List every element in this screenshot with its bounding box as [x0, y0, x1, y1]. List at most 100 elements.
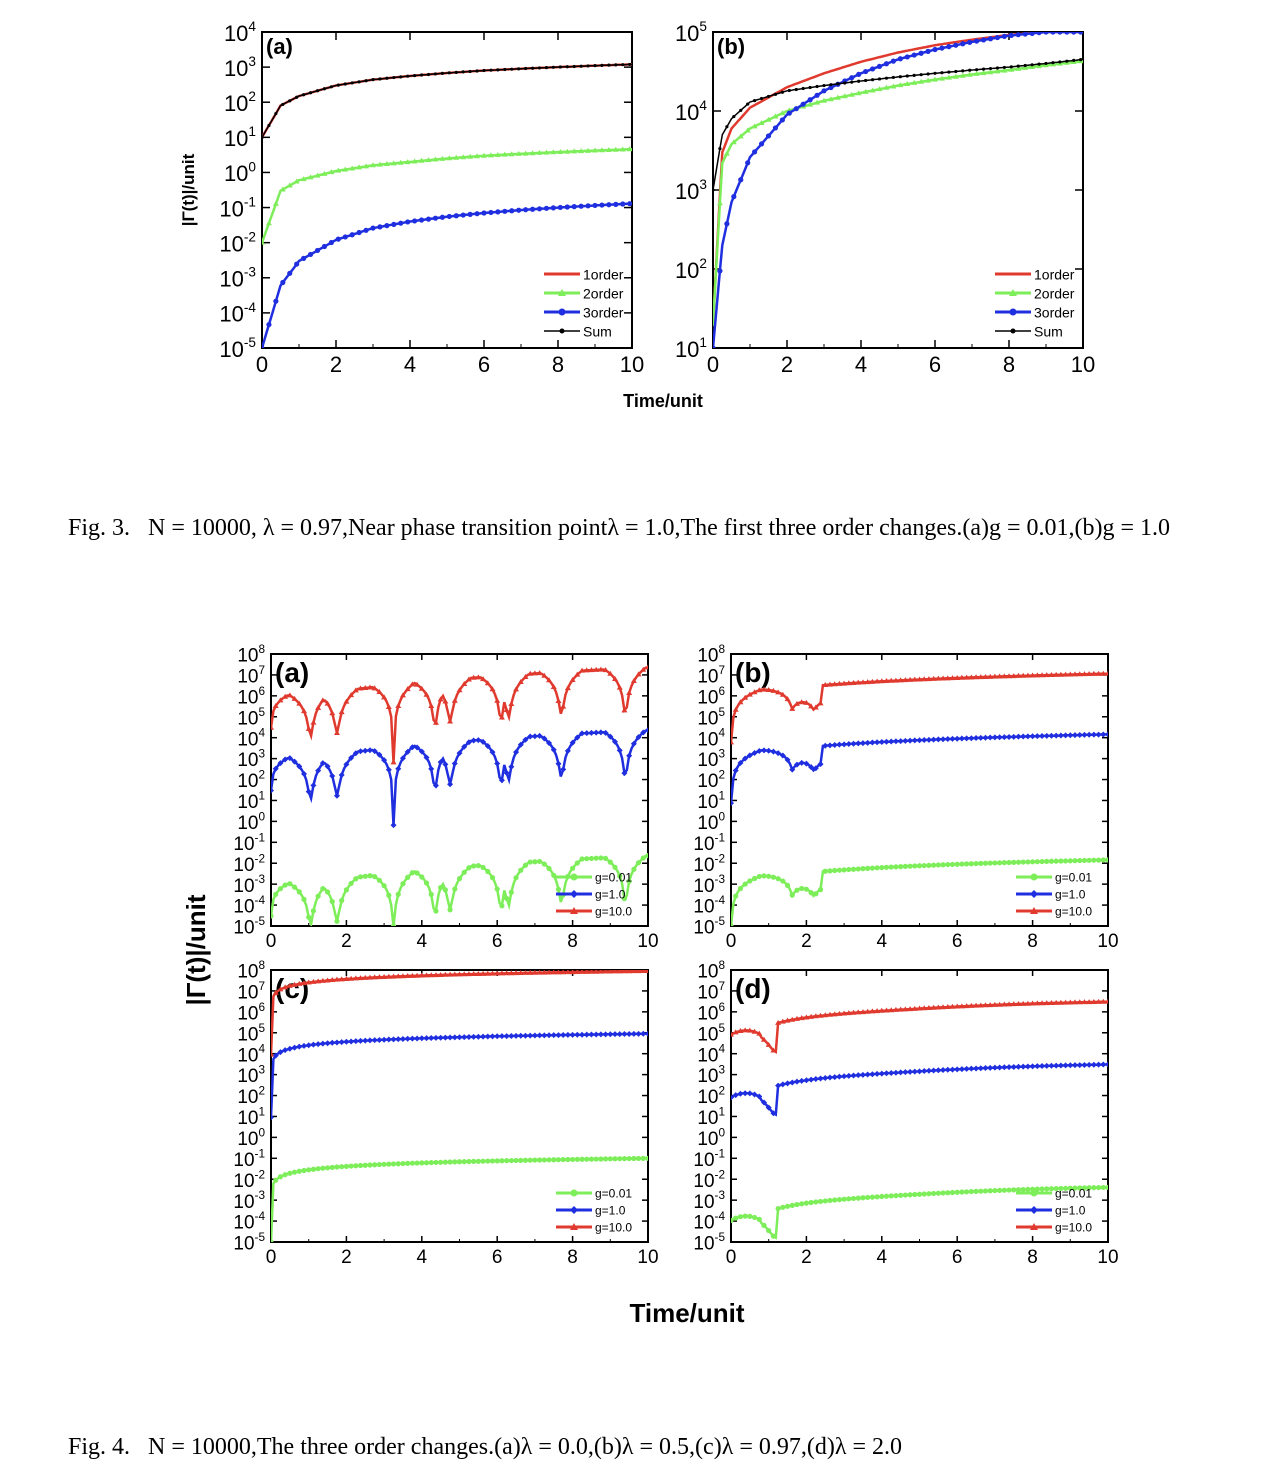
data-point	[612, 864, 618, 870]
data-point	[428, 765, 435, 772]
data-point	[508, 700, 515, 706]
data-point	[1081, 1061, 1088, 1068]
data-point	[883, 738, 890, 745]
y-tick-label: 10-3	[233, 873, 265, 897]
data-point	[583, 667, 590, 673]
y-tick-label: 102	[237, 1085, 265, 1109]
data-point	[366, 684, 373, 690]
data-point	[898, 75, 902, 79]
legend-label: 1order	[583, 266, 624, 282]
data-point	[597, 1031, 604, 1038]
data-point	[756, 687, 763, 693]
data-point	[978, 1188, 984, 1194]
data-point	[453, 213, 459, 219]
data-point	[987, 1188, 993, 1194]
data-point	[963, 1065, 970, 1072]
data-point	[574, 860, 580, 866]
data-point	[272, 765, 279, 772]
data-point	[291, 981, 298, 987]
data-point	[456, 750, 463, 757]
data-point	[904, 54, 910, 60]
y-tick-label: 102	[237, 769, 265, 793]
data-point	[485, 1158, 491, 1164]
data-point	[1001, 1187, 1007, 1193]
data-point	[987, 69, 994, 75]
data-point	[426, 72, 431, 77]
data-point	[466, 865, 472, 871]
data-point	[300, 1042, 307, 1049]
x-tick-label: 8	[552, 352, 564, 377]
data-point	[925, 48, 931, 54]
data-point	[1057, 732, 1064, 739]
data-point	[353, 1163, 359, 1169]
data-point	[1100, 1184, 1106, 1191]
data-point	[480, 864, 486, 871]
data-point	[266, 321, 272, 328]
data-point	[480, 1033, 487, 1040]
data-point	[874, 739, 881, 746]
data-point	[911, 676, 918, 682]
data-point	[335, 236, 341, 242]
panel-label: (d)	[735, 973, 771, 1004]
data-point	[798, 759, 805, 766]
data-point	[579, 970, 586, 974]
data-point	[770, 748, 777, 755]
data-point	[766, 94, 771, 99]
data-point	[898, 864, 904, 870]
data-point	[612, 146, 619, 152]
data-point	[579, 667, 586, 673]
y-tick-label: 10-2	[693, 1168, 725, 1192]
data-point	[366, 974, 373, 980]
data-point	[780, 1204, 786, 1210]
data-point	[884, 76, 889, 80]
data-point	[523, 207, 529, 213]
data-point	[328, 239, 334, 246]
y-tick-label: 105	[697, 1022, 725, 1046]
series-line-3order	[713, 32, 1083, 348]
data-point	[841, 1073, 848, 1080]
data-point	[376, 751, 383, 758]
data-point	[869, 1008, 876, 1014]
x-tick-label: 4	[877, 931, 888, 952]
data-point	[1030, 63, 1034, 67]
data-point	[1053, 1185, 1059, 1192]
data-point	[617, 873, 623, 879]
data-point	[742, 1090, 749, 1097]
y-tick-label: 105	[237, 1022, 265, 1046]
data-point	[780, 878, 786, 884]
data-point	[357, 975, 364, 981]
data-point	[1072, 1185, 1078, 1191]
data-point	[799, 885, 805, 892]
data-point	[602, 667, 609, 673]
data-point	[801, 86, 805, 91]
data-point	[995, 66, 1000, 70]
data-point	[883, 864, 890, 870]
data-point	[348, 975, 355, 981]
data-point	[742, 881, 748, 887]
data-point	[399, 755, 406, 762]
data-point	[803, 1200, 810, 1206]
data-point	[301, 896, 307, 902]
data-point	[607, 670, 614, 676]
data-point	[630, 740, 637, 747]
data-point	[883, 61, 890, 67]
data-point	[850, 80, 854, 84]
data-point	[1105, 1061, 1108, 1068]
data-point	[877, 77, 882, 81]
data-point	[960, 41, 966, 47]
data-point	[794, 887, 800, 893]
data-point	[935, 675, 942, 681]
data-point	[456, 1159, 463, 1165]
data-point	[363, 227, 369, 233]
data-point	[501, 151, 508, 157]
data-point	[980, 70, 987, 76]
data-point	[328, 169, 335, 175]
data-point	[366, 1037, 373, 1044]
data-point	[485, 868, 491, 875]
data-point	[367, 873, 373, 879]
data-point	[409, 1160, 415, 1166]
data-point	[334, 918, 340, 924]
data-point	[432, 156, 439, 162]
series-line-3order	[262, 202, 632, 348]
series-group	[262, 62, 632, 348]
